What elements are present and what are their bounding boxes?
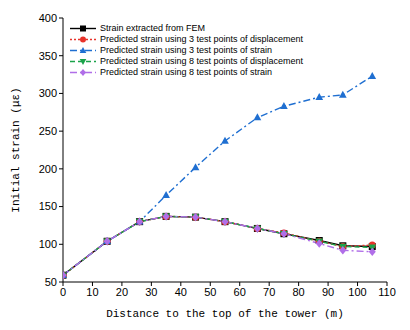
svg-text:30: 30 bbox=[145, 286, 157, 298]
svg-text:90: 90 bbox=[322, 286, 334, 298]
svg-text:Initial strain (με): Initial strain (με) bbox=[10, 87, 22, 212]
svg-text:300: 300 bbox=[39, 87, 57, 99]
html-text:Predicted strain using 3 test: Predicted strain using 3 test points of … bbox=[100, 45, 273, 55]
svg-text:70: 70 bbox=[263, 286, 275, 298]
svg-text:50: 50 bbox=[45, 276, 57, 288]
svg-text:20: 20 bbox=[116, 286, 128, 298]
html-text:Predicted strain using 8 test: Predicted strain using 8 test points of … bbox=[100, 56, 304, 66]
svg-text:150: 150 bbox=[39, 200, 57, 212]
svg-text:50: 50 bbox=[204, 286, 216, 298]
svg-text:100: 100 bbox=[39, 238, 57, 250]
html-text:Predicted strain using 3 test: Predicted strain using 3 test points of … bbox=[100, 34, 304, 44]
svg-text:10: 10 bbox=[86, 286, 98, 298]
svg-text:40: 40 bbox=[175, 286, 187, 298]
svg-text:200: 200 bbox=[39, 163, 57, 175]
svg-text:0: 0 bbox=[60, 286, 66, 298]
svg-text:Distance to the top of the tow: Distance to the top of the tower (m) bbox=[106, 308, 344, 320]
svg-text:350: 350 bbox=[39, 50, 57, 62]
svg-text:100: 100 bbox=[348, 286, 366, 298]
svg-text:400: 400 bbox=[39, 12, 57, 24]
svg-text:250: 250 bbox=[39, 125, 57, 137]
html-text:Predicted strain using 8 test: Predicted strain using 8 test points of … bbox=[100, 67, 273, 77]
html-text:Strain extracted from FEM: Strain extracted from FEM bbox=[100, 23, 205, 33]
svg-text:80: 80 bbox=[293, 286, 305, 298]
svg-text:110: 110 bbox=[378, 286, 396, 298]
svg-text:60: 60 bbox=[234, 286, 246, 298]
